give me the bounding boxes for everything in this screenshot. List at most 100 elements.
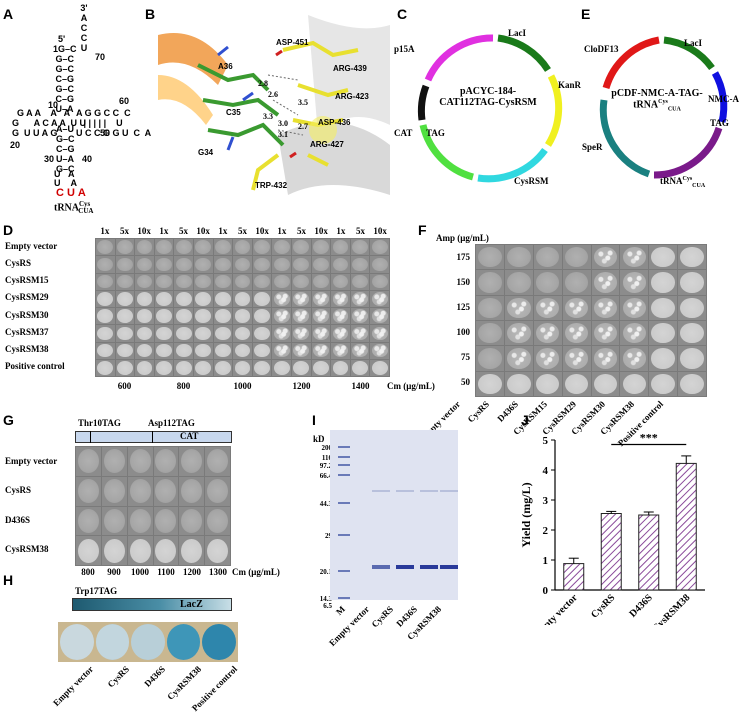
protein-band	[372, 565, 390, 569]
plate-spot	[331, 325, 350, 342]
plate-spot	[213, 308, 233, 325]
plate-spot	[533, 245, 562, 270]
plate-spot	[252, 359, 272, 376]
amp-label: Amp (μg/mL)	[436, 233, 489, 243]
plate-spot	[476, 295, 504, 320]
plate-spot	[96, 239, 115, 256]
y-tick-label: 1	[543, 555, 549, 567]
strain-row-label: CysRSM29	[5, 292, 49, 303]
plate-spot	[154, 273, 174, 290]
plate-spot	[311, 359, 331, 376]
feature-kanr: KanR	[558, 80, 582, 90]
marker-band	[338, 464, 350, 466]
plate-spot	[649, 346, 678, 371]
residue-asp436: ASP-436	[318, 118, 351, 127]
plate-spot	[678, 245, 706, 270]
plate-spot	[233, 359, 252, 376]
faint-band	[396, 490, 414, 492]
cm-tick: 1300	[209, 567, 227, 577]
plate-spot	[76, 506, 101, 536]
marker-band	[338, 446, 350, 448]
cm-tick: 800	[176, 381, 191, 391]
cm-tick: 1200	[292, 381, 311, 391]
feature-tag: TAG	[710, 118, 729, 128]
marker-size-label: 116	[321, 454, 332, 462]
plate-spot	[331, 256, 350, 273]
panel-label-c: C	[397, 6, 408, 22]
plate-spot	[179, 447, 205, 476]
gel-lane-label: M	[333, 604, 348, 618]
plate-spot	[174, 325, 193, 342]
plate-spot	[96, 290, 115, 307]
xgal-colony-plate	[95, 624, 130, 660]
plate-spot	[476, 371, 504, 396]
plate-spot	[476, 245, 504, 270]
plate-spot	[476, 270, 504, 295]
plate-spot	[562, 346, 591, 371]
plate-spot	[101, 536, 127, 565]
panel-label-a: A	[3, 6, 14, 22]
plate-spot	[370, 359, 389, 376]
plate-spot	[591, 346, 620, 371]
plate-spot	[331, 308, 350, 325]
plate-spot	[115, 256, 135, 273]
plate-spot	[154, 256, 174, 273]
protein-band	[420, 565, 438, 569]
plate-spot	[135, 273, 154, 290]
plate-spot	[154, 359, 174, 376]
panel-f-amp-values: 175 150 125 100 75 50	[440, 244, 471, 395]
anticodon-a: A	[77, 187, 89, 199]
dilution-header: 1x 5x 10x 1x 5x 10x 1x 5x 10x 1x 5x 10x 1x 5x 10x	[95, 226, 390, 238]
plate-spot	[101, 476, 127, 506]
amp-tick: 175	[456, 251, 471, 262]
cm-tick: 600	[117, 381, 132, 391]
plate-spot	[135, 325, 154, 342]
plate-spot	[154, 290, 174, 307]
plate-spot	[311, 308, 331, 325]
plate-spot	[233, 256, 252, 273]
plate-spot	[331, 359, 350, 376]
marker-band	[338, 534, 350, 536]
plate-spot	[331, 290, 350, 307]
plate-spot	[591, 245, 620, 270]
plate-spot	[272, 359, 291, 376]
y-axis-label: Yield (mg/L)	[520, 482, 533, 547]
five-prime-label: 5'	[58, 34, 66, 44]
distance-label: 2.6	[268, 90, 278, 99]
plate-spot	[179, 476, 205, 506]
strain-column-label: Positive control	[189, 664, 240, 713]
anticodon-u: U	[66, 187, 78, 199]
plate-spot	[504, 270, 533, 295]
distance-label: 2.8	[258, 79, 268, 88]
plate-spot	[292, 290, 311, 307]
trna-num-50: 50	[100, 128, 111, 138]
panel-f-column-labels: Empty vector CysRS D436S CysRSM15 CysRSM29 Cy…	[418, 399, 705, 448]
plate-spot	[533, 371, 562, 396]
panel-d-row-labels: Empty vector CysRS CysRSM15 CysRSM29 CysRSM3…	[5, 237, 95, 375]
marker-size-label: 20.1	[319, 568, 332, 576]
three-prime-label: 3'	[80, 3, 88, 13]
trna-num-30: 30	[44, 154, 55, 164]
panel-label-j: J	[521, 412, 529, 428]
cm-tick: 900	[107, 567, 121, 577]
plate-spot	[194, 273, 213, 290]
marker-band	[338, 456, 350, 458]
plate-spot	[96, 342, 115, 359]
panel-f-plate-grid	[475, 244, 707, 397]
plate-spot	[135, 342, 154, 359]
feature-cat: CAT	[394, 128, 413, 138]
cat-gene-bar	[75, 431, 232, 443]
plate-spot	[96, 273, 115, 290]
strain-column-label: Empty vector	[418, 399, 463, 444]
strain-column-label: D436S	[495, 399, 521, 424]
structure-view: ASP-451 ARG-439 ARG-423 ASP-436 ARG-427 …	[158, 5, 390, 210]
plate-spot	[620, 270, 649, 295]
trna-name: tRNACysCUA	[54, 200, 94, 216]
plate-spot	[174, 239, 193, 256]
plate-spot	[591, 321, 620, 346]
amp-tick: 50	[461, 377, 470, 388]
plate-spot	[350, 290, 370, 307]
protein-band	[440, 565, 458, 569]
xgal-colony-plate	[202, 624, 236, 660]
strain-row-label: CysRSM15	[5, 275, 49, 286]
